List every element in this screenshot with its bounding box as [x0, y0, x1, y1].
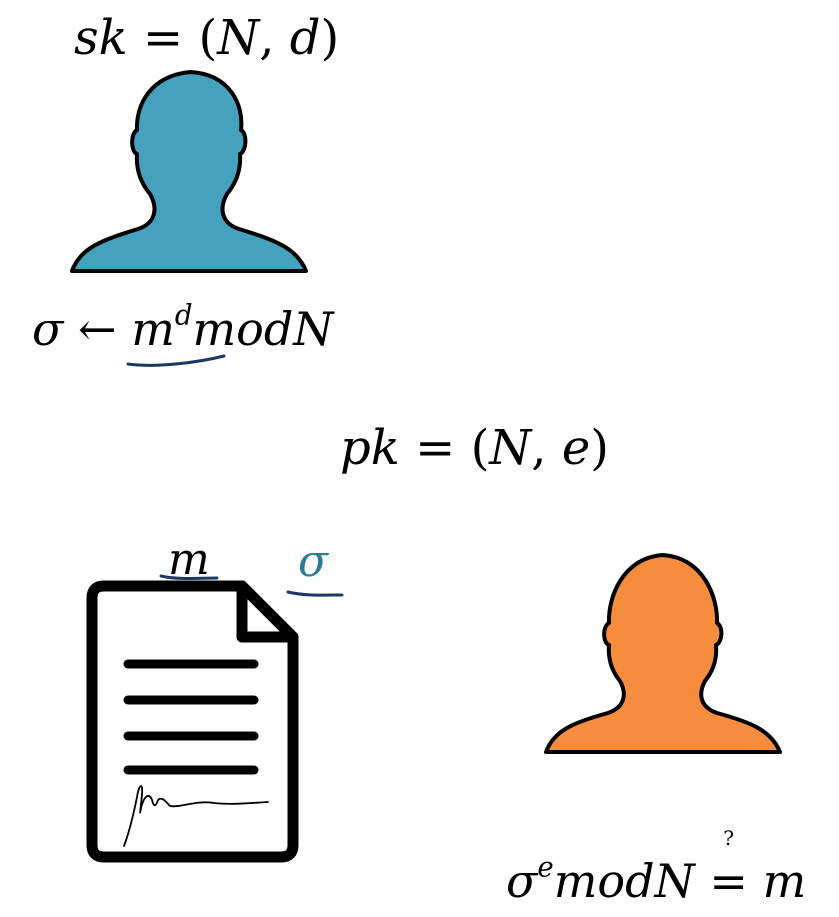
- close-paren: ): [320, 10, 340, 66]
- equals-sign: =: [709, 854, 748, 908]
- pk-symbol: pk: [340, 420, 400, 476]
- sigma-symbol: σ: [506, 854, 538, 908]
- sk-symbol: sk: [74, 10, 128, 66]
- sigma-symbol: σ: [32, 302, 64, 356]
- ink-underline-m: [159, 574, 219, 580]
- equals-sign: =: [142, 10, 184, 66]
- modulus-N: N: [489, 420, 532, 476]
- equals-sign: =: [415, 420, 456, 476]
- public-key-label: pk = (N, e): [340, 424, 609, 472]
- exponent-e: e: [537, 850, 554, 884]
- handwritten-signature: [123, 785, 269, 847]
- message-m: m: [762, 854, 807, 908]
- mod-N: modN: [553, 854, 695, 908]
- comma: ,: [259, 10, 275, 66]
- comma: ,: [531, 420, 547, 476]
- question-mark: ?: [723, 826, 735, 850]
- public-exponent-e: e: [561, 420, 591, 476]
- modulus-N: N: [217, 10, 260, 66]
- secret-key-label: sk = (N, d): [74, 14, 339, 62]
- close-paren: ): [590, 420, 609, 476]
- verification-equation: σemodN ? = m: [506, 828, 806, 904]
- signer-person-icon: [70, 70, 308, 273]
- equals-question-sign: ? =: [709, 828, 748, 904]
- document-fold: [236, 580, 299, 643]
- ink-underline-sigma: [286, 590, 344, 597]
- private-exponent-d: d: [289, 10, 321, 66]
- ink-underline-md: [126, 354, 226, 367]
- signed-document-icon: [86, 580, 299, 863]
- open-paren: (: [470, 420, 490, 476]
- exponent-d: d: [174, 298, 193, 332]
- signing-equation: σ ← mdmodN: [32, 301, 334, 352]
- message-m: m: [131, 302, 175, 356]
- verifier-person-icon: [544, 553, 782, 754]
- message-label: m: [168, 534, 210, 585]
- signature-label: σ: [298, 536, 329, 587]
- open-paren: (: [198, 10, 218, 66]
- left-arrow: ←: [78, 302, 117, 356]
- mod-N: modN: [192, 302, 334, 356]
